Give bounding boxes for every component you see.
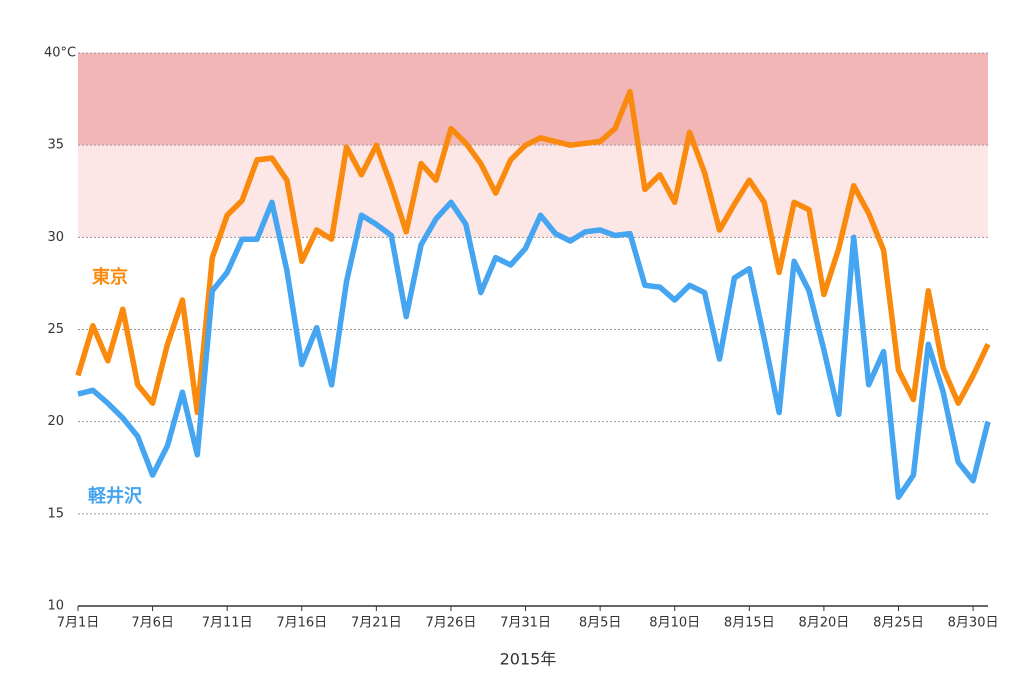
y-tick-label: 30 [47, 230, 64, 245]
threshold-band [78, 53, 988, 146]
x-tick-label: 8月20日 [798, 616, 849, 631]
x-tick-label: 7月1日 [57, 616, 100, 631]
x-tick-label: 8月15日 [724, 616, 775, 631]
series-label: 東京 [92, 266, 128, 288]
x-tick-label: 8月10日 [649, 616, 700, 631]
y-tick-label: 20 [47, 414, 64, 429]
y-tick-label: 35 [47, 138, 64, 153]
y-tick-label: 15 [47, 506, 64, 521]
x-tick-label: 7月21日 [351, 616, 402, 631]
y-tick-label: 25 [47, 322, 64, 337]
series-line [77, 199, 991, 500]
x-tick-label: 8月30日 [948, 616, 999, 631]
x-tick-label: 8月5日 [579, 616, 622, 631]
y-tick-label: 40°C [44, 46, 76, 61]
series-line [75, 88, 991, 416]
x-tick-label: 7月16日 [276, 616, 327, 631]
x-tick-label: 7月31日 [500, 616, 551, 631]
x-axis-title: 2015年 [500, 650, 557, 669]
series-label: 軽井沢 [88, 485, 143, 507]
x-tick-label: 7月11日 [202, 616, 253, 631]
threshold-band [78, 145, 988, 238]
x-tick-label: 7月26日 [426, 616, 477, 631]
y-tick-label: 10 [47, 599, 64, 614]
x-tick-label: 8月25日 [873, 616, 924, 631]
x-tick-label: 7月6日 [131, 616, 174, 631]
